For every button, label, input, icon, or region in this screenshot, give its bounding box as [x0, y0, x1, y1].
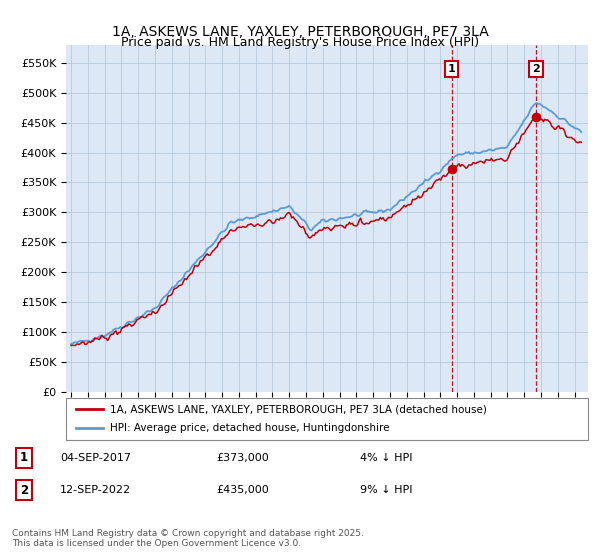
Text: £435,000: £435,000	[216, 485, 269, 495]
Text: 1: 1	[20, 451, 28, 464]
Text: 12-SEP-2022: 12-SEP-2022	[60, 485, 131, 495]
Text: 4% ↓ HPI: 4% ↓ HPI	[360, 453, 413, 463]
Text: 1A, ASKEWS LANE, YAXLEY, PETERBOROUGH, PE7 3LA (detached house): 1A, ASKEWS LANE, YAXLEY, PETERBOROUGH, P…	[110, 404, 487, 414]
Text: HPI: Average price, detached house, Huntingdonshire: HPI: Average price, detached house, Hunt…	[110, 423, 390, 433]
Text: 2: 2	[532, 64, 540, 74]
Text: Contains HM Land Registry data © Crown copyright and database right 2025.
This d: Contains HM Land Registry data © Crown c…	[12, 529, 364, 548]
Text: £373,000: £373,000	[216, 453, 269, 463]
Text: 1: 1	[448, 64, 455, 74]
Text: 2: 2	[20, 483, 28, 497]
Text: 9% ↓ HPI: 9% ↓ HPI	[360, 485, 413, 495]
Text: 04-SEP-2017: 04-SEP-2017	[60, 453, 131, 463]
Text: Price paid vs. HM Land Registry's House Price Index (HPI): Price paid vs. HM Land Registry's House …	[121, 36, 479, 49]
Text: 1A, ASKEWS LANE, YAXLEY, PETERBOROUGH, PE7 3LA: 1A, ASKEWS LANE, YAXLEY, PETERBOROUGH, P…	[112, 25, 488, 39]
FancyBboxPatch shape	[66, 398, 588, 440]
